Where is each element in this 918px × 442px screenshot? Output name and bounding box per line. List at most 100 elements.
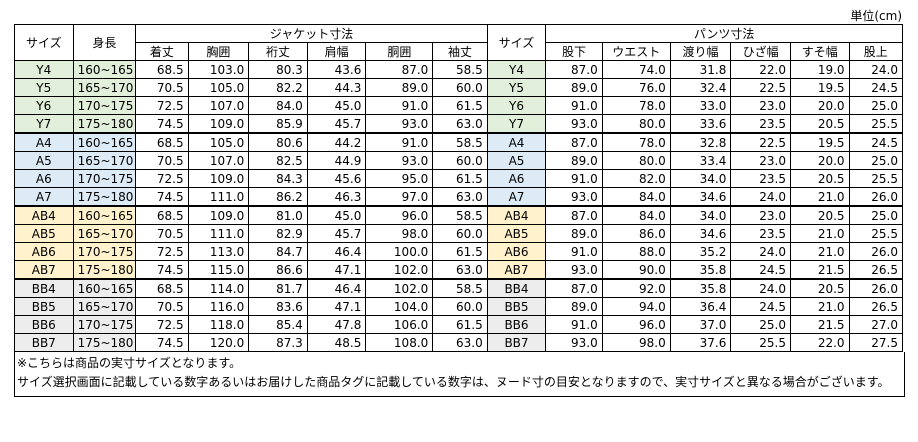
jacket-value-cell: 46.3 bbox=[306, 187, 367, 207]
jacket-value-cell: 60.0 bbox=[432, 297, 488, 316]
pants-value-cell: 37.0 bbox=[669, 315, 732, 334]
jacket-value-cell: 111.0 bbox=[187, 187, 250, 207]
pants-value-cell: 24.0 bbox=[730, 242, 791, 261]
jacket-value-cell: 70.5 bbox=[135, 78, 189, 97]
size-cell: AB7 bbox=[486, 260, 547, 280]
jacket-value-cell: 45.0 bbox=[306, 96, 367, 115]
table-row: Y5 165~170 70.5 105.0 82.2 44.3 89.0 60.0 Y5 89.0… bbox=[14, 78, 904, 97]
jacket-value-cell: 120.0 bbox=[187, 333, 250, 352]
size-cell: Y6 bbox=[14, 96, 74, 115]
pants-value-cell: 87.0 bbox=[545, 132, 603, 152]
jacket-value-cell: 87.3 bbox=[248, 333, 308, 352]
pants-value-cell: 23.0 bbox=[730, 151, 791, 170]
jacket-value-cell: 70.5 bbox=[135, 151, 189, 170]
pants-value-cell: 91.0 bbox=[545, 96, 603, 115]
size-cell: AB7 bbox=[14, 260, 74, 280]
height-cell: 160~165 bbox=[72, 205, 137, 225]
pants-value-cell: 19.5 bbox=[789, 132, 850, 152]
pants-value-cell: 84.0 bbox=[601, 205, 671, 225]
jacket-value-cell: 45.0 bbox=[306, 205, 367, 225]
height-cell: 170~175 bbox=[72, 242, 137, 261]
jacket-value-cell: 81.7 bbox=[248, 278, 308, 298]
pants-value-cell: 86.0 bbox=[601, 224, 671, 243]
pants-value-cell: 26.0 bbox=[848, 242, 904, 261]
size-cell: Y4 bbox=[14, 60, 74, 79]
pants-value-cell: 22.5 bbox=[730, 78, 791, 97]
pants-value-cell: 25.5 bbox=[848, 224, 904, 243]
jacket-value-cell: 74.5 bbox=[135, 187, 189, 207]
table-row: AB4 160~165 68.5 109.0 81.0 45.0 96.0 58.5 AB4 87… bbox=[14, 205, 904, 225]
jacket-value-cell: 93.0 bbox=[365, 114, 434, 134]
jacket-value-cell: 84.3 bbox=[248, 169, 308, 188]
pants-value-cell: 33.6 bbox=[669, 114, 732, 134]
jacket-value-cell: 107.0 bbox=[187, 151, 250, 170]
jacket-value-cell: 63.0 bbox=[432, 333, 488, 352]
jacket-value-cell: 68.5 bbox=[135, 205, 189, 225]
jacket-value-cell: 109.0 bbox=[187, 114, 250, 134]
table-row: BB7 175~180 74.5 120.0 87.3 48.5 108.0 63.0 BB7 9… bbox=[14, 333, 904, 352]
height-cell: 165~170 bbox=[72, 151, 137, 170]
jacket-value-cell: 46.4 bbox=[306, 278, 367, 298]
pants-value-cell: 34.6 bbox=[669, 187, 732, 207]
jacket-value-cell: 61.5 bbox=[432, 96, 488, 115]
pants-value-cell: 91.0 bbox=[545, 169, 603, 188]
jacket-value-cell: 91.0 bbox=[365, 96, 434, 115]
pants-value-cell: 35.8 bbox=[669, 260, 732, 280]
jacket-value-cell: 68.5 bbox=[135, 132, 189, 152]
pants-value-cell: 22.5 bbox=[730, 132, 791, 152]
jacket-value-cell: 113.0 bbox=[187, 242, 250, 261]
jacket-value-cell: 108.0 bbox=[365, 333, 434, 352]
pants-value-cell: 20.0 bbox=[789, 151, 850, 170]
jacket-col-header: 肩幅 bbox=[306, 42, 367, 61]
height-cell: 160~165 bbox=[72, 60, 137, 79]
pants-value-cell: 93.0 bbox=[545, 114, 603, 134]
pants-value-cell: 84.0 bbox=[601, 187, 671, 207]
pants-col-header: 股下 bbox=[545, 42, 603, 61]
jacket-value-cell: 47.1 bbox=[306, 260, 367, 280]
jacket-value-cell: 58.5 bbox=[432, 205, 488, 225]
size-cell: Y7 bbox=[486, 114, 547, 134]
jacket-value-cell: 68.5 bbox=[135, 278, 189, 298]
jacket-value-cell: 82.5 bbox=[248, 151, 308, 170]
pants-value-cell: 25.5 bbox=[848, 169, 904, 188]
jacket-value-cell: 89.0 bbox=[365, 78, 434, 97]
pants-value-cell: 89.0 bbox=[545, 78, 603, 97]
pants-value-cell: 20.5 bbox=[789, 205, 850, 225]
height-cell: 170~175 bbox=[72, 315, 137, 334]
jacket-value-cell: 114.0 bbox=[187, 278, 250, 298]
size-cell: BB4 bbox=[486, 278, 547, 298]
height-cell: 165~170 bbox=[72, 297, 137, 316]
pants-value-cell: 87.0 bbox=[545, 278, 603, 298]
table-row: A4 160~165 68.5 105.0 80.6 44.2 91.0 58.5 A4 87.0… bbox=[14, 132, 904, 152]
size-cell: Y6 bbox=[486, 96, 547, 115]
pants-value-cell: 20.5 bbox=[789, 169, 850, 188]
pants-value-cell: 26.0 bbox=[848, 278, 904, 298]
pants-value-cell: 19.0 bbox=[789, 60, 850, 79]
note-line: ※こちらは商品の実寸サイズとなります。 bbox=[17, 356, 242, 370]
jacket-value-cell: 47.1 bbox=[306, 297, 367, 316]
jacket-value-cell: 106.0 bbox=[365, 315, 434, 334]
pants-value-cell: 93.0 bbox=[545, 260, 603, 280]
size-cell: BB4 bbox=[14, 278, 74, 298]
jacket-value-cell: 58.5 bbox=[432, 278, 488, 298]
pants-value-cell: 21.0 bbox=[789, 224, 850, 243]
jacket-value-cell: 83.6 bbox=[248, 297, 308, 316]
pants-value-cell: 24.0 bbox=[730, 187, 791, 207]
pants-value-cell: 25.5 bbox=[848, 114, 904, 134]
jacket-value-cell: 72.5 bbox=[135, 242, 189, 261]
jacket-value-cell: 72.5 bbox=[135, 96, 189, 115]
jacket-value-cell: 84.7 bbox=[248, 242, 308, 261]
jacket-value-cell: 58.5 bbox=[432, 132, 488, 152]
jacket-value-cell: 111.0 bbox=[187, 224, 250, 243]
pants-value-cell: 24.5 bbox=[848, 78, 904, 97]
jacket-value-cell: 70.5 bbox=[135, 297, 189, 316]
jacket-value-cell: 61.5 bbox=[432, 242, 488, 261]
height-cell: 175~180 bbox=[72, 187, 137, 207]
height-cell: 165~170 bbox=[72, 78, 137, 97]
size-cell: Y4 bbox=[486, 60, 547, 79]
pants-value-cell: 91.0 bbox=[545, 242, 603, 261]
pants-col-header: 股上 bbox=[848, 42, 904, 61]
table-row: AB6 170~175 72.5 113.0 84.7 46.4 100.0 61.5 AB6 9… bbox=[14, 242, 904, 261]
pants-value-cell: 32.8 bbox=[669, 132, 732, 152]
jacket-value-cell: 82.2 bbox=[248, 78, 308, 97]
